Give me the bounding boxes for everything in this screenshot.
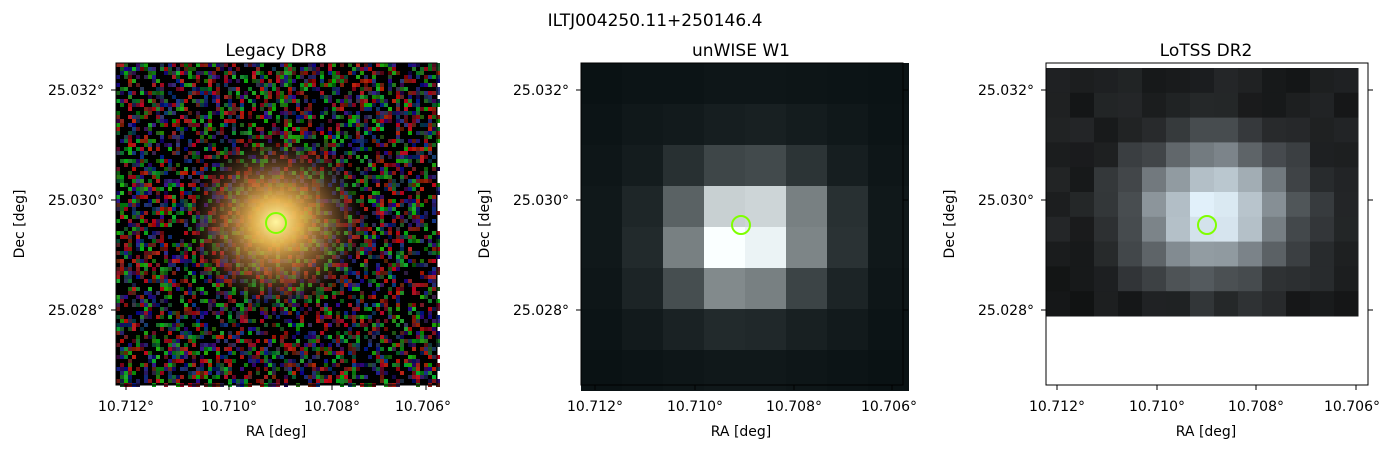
x-axis-label: RA [deg] bbox=[1176, 424, 1237, 440]
panel-title: LoTSS DR2 bbox=[1160, 41, 1253, 61]
y-ticks: 25.032° 25.030° 25.028° bbox=[513, 83, 908, 319]
y-tick-label: 25.032° bbox=[978, 83, 1034, 99]
y-tick-label: 25.028° bbox=[513, 303, 569, 319]
y-tick-label: 25.028° bbox=[48, 303, 104, 319]
source-marker bbox=[731, 215, 751, 235]
y-tick-label: 25.030° bbox=[48, 193, 104, 209]
x-tick-label: 10.708° bbox=[304, 399, 360, 415]
panel-lotss-dr2: LoTSS DR2 10.712° 10.710° 10.708° 10.706… bbox=[942, 41, 1380, 440]
panel-title: Legacy DR8 bbox=[225, 41, 326, 61]
axes-frame bbox=[115, 62, 438, 386]
x-tick-label: 10.706° bbox=[1324, 399, 1380, 415]
panel-unwise-w1: unWISE W1 10.712° 10.710° 10.708° 10.706… bbox=[477, 41, 917, 440]
x-tick-label: 10.706° bbox=[861, 399, 917, 415]
x-ticks: 10.712° 10.710° 10.708° 10.706° bbox=[98, 385, 451, 415]
y-tick-label: 25.028° bbox=[978, 303, 1034, 319]
x-tick-label: 10.710° bbox=[201, 399, 257, 415]
unwise-image bbox=[581, 63, 909, 391]
source-marker bbox=[1197, 215, 1217, 235]
y-axis-label: Dec [deg] bbox=[12, 190, 28, 259]
figure-suptitle: ILTJ004250.11+250146.4 bbox=[548, 11, 763, 31]
source-marker bbox=[265, 212, 287, 234]
lotss-image bbox=[1046, 63, 1368, 385]
panel-legacy-dr8: Legacy DR8 10.712° 10.710° 10.708° 10.70… bbox=[12, 41, 451, 440]
x-tick-label: 10.712° bbox=[98, 399, 154, 415]
x-ticks: 10.712° 10.710° 10.708° 10.706° bbox=[567, 385, 917, 415]
legacy-image bbox=[116, 63, 440, 387]
axes-frame bbox=[580, 62, 904, 386]
x-tick-label: 10.712° bbox=[1029, 399, 1085, 415]
y-axis-label: Dec [deg] bbox=[477, 190, 493, 259]
axes-frame bbox=[1045, 62, 1369, 386]
x-axis-label: RA [deg] bbox=[711, 424, 772, 440]
x-tick-label: 10.708° bbox=[1228, 399, 1284, 415]
y-tick-label: 25.032° bbox=[513, 83, 569, 99]
y-tick-label: 25.030° bbox=[978, 193, 1034, 209]
x-axis-label: RA [deg] bbox=[246, 424, 307, 440]
y-ticks: 25.032° 25.030° 25.028° bbox=[978, 83, 1373, 319]
x-tick-label: 10.710° bbox=[667, 399, 723, 415]
x-tick-label: 10.708° bbox=[766, 399, 822, 415]
x-ticks: 10.712° 10.710° 10.708° 10.706° bbox=[1029, 385, 1380, 415]
y-axis-label: Dec [deg] bbox=[942, 190, 958, 259]
x-tick-label: 10.706° bbox=[395, 399, 451, 415]
x-tick-label: 10.710° bbox=[1129, 399, 1185, 415]
y-ticks: 25.032° 25.030° 25.028° bbox=[48, 83, 116, 319]
x-tick-label: 10.712° bbox=[567, 399, 623, 415]
y-tick-label: 25.032° bbox=[48, 83, 104, 99]
y-tick-label: 25.030° bbox=[513, 193, 569, 209]
panel-title: unWISE W1 bbox=[692, 41, 790, 61]
